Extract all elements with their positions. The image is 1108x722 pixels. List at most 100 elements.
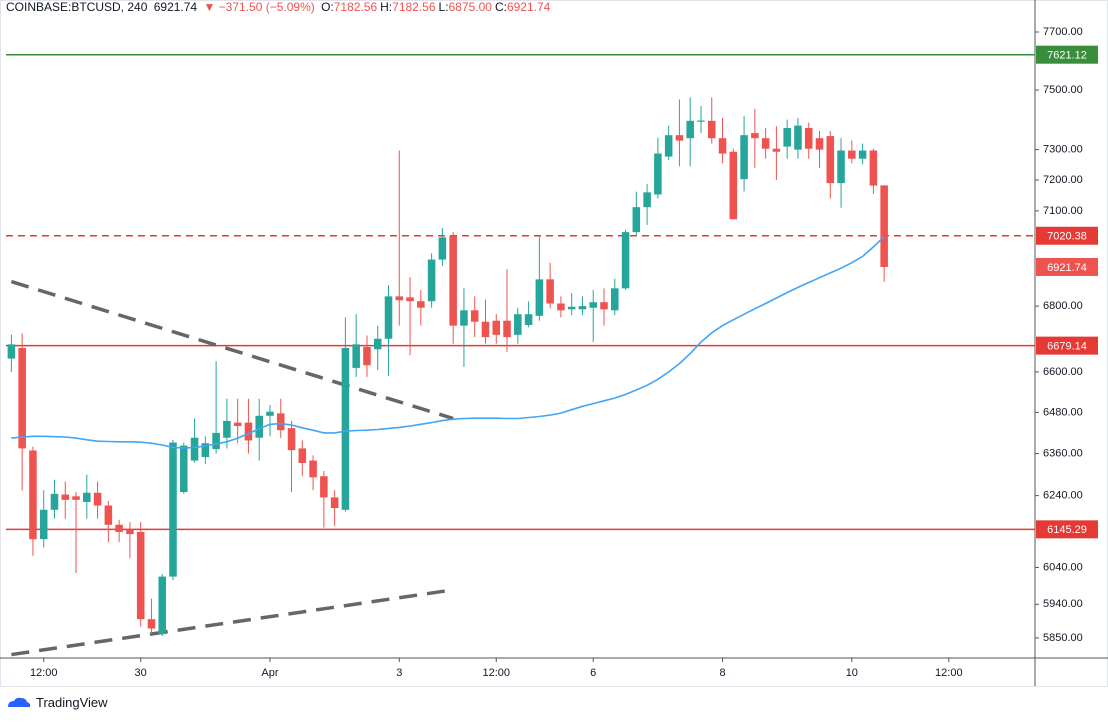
candle-body — [654, 153, 662, 195]
y-tick-label: 7100.00 — [1043, 205, 1083, 217]
candle-body — [524, 314, 533, 325]
candle-body — [373, 338, 382, 350]
candle-body — [438, 237, 447, 260]
candle-body — [158, 576, 167, 635]
x-tick-label: 12:00 — [482, 667, 510, 679]
y-tick-label: 7200.00 — [1043, 174, 1083, 186]
candle-body — [632, 207, 641, 233]
ohlc: O:7182.56 H:7182.56 L:6875.00 C:6921.74 — [321, 0, 553, 14]
candle-body — [826, 136, 835, 184]
x-tick-label: 8 — [719, 667, 725, 679]
candle-body — [352, 344, 360, 368]
candle-body — [869, 150, 878, 186]
y-tick-label: 6040.00 — [1043, 561, 1083, 573]
candle-body — [751, 133, 759, 139]
candle-body — [783, 127, 791, 147]
ohlc-label: C: — [494, 0, 507, 14]
candle-body — [50, 493, 59, 510]
x-tick-label: 30 — [135, 667, 147, 679]
candle-body — [880, 185, 888, 267]
candle-body — [460, 310, 468, 326]
candle-body — [804, 127, 813, 149]
candle-body — [341, 347, 350, 510]
ohlc-label: H: — [380, 0, 393, 14]
candle-body — [39, 509, 48, 540]
x-tick-label: 12:00 — [30, 667, 58, 679]
header: COINBASE:BTCUSD, 240 6921.74 ▼ −371.50 (… — [6, 0, 556, 14]
price-label: 6145.29 — [1047, 524, 1087, 536]
x-tick-label: Apr — [261, 667, 278, 679]
trendline — [10, 279, 454, 421]
candle-body — [223, 420, 231, 438]
candle-body — [320, 476, 328, 498]
candle-body — [794, 125, 802, 150]
last-price: 6921.74 — [153, 0, 198, 14]
candle-body — [384, 296, 393, 339]
candle-body — [18, 347, 26, 449]
price-label: 6679.14 — [1047, 341, 1087, 353]
y-tick-label: 6480.00 — [1043, 406, 1083, 418]
candle-body — [600, 302, 608, 310]
candle-body — [136, 531, 145, 620]
price-label-box — [1036, 336, 1098, 355]
ohlc-label: L: — [438, 0, 449, 14]
y-tick-label: 6800.00 — [1043, 300, 1083, 312]
price-label: 6921.74 — [1047, 262, 1087, 274]
candle-body — [546, 279, 554, 304]
candle-body — [255, 415, 263, 438]
candle-body — [578, 306, 587, 310]
candle-body — [180, 445, 188, 493]
candle-body — [815, 138, 824, 150]
y-tick-label: 6240.00 — [1043, 490, 1083, 502]
price-label-box — [1036, 45, 1098, 64]
candle-body — [837, 150, 845, 184]
candle-body — [115, 524, 123, 532]
candle-body — [686, 120, 694, 139]
candle-body — [675, 135, 684, 141]
candle-body — [740, 135, 748, 180]
candle-body — [718, 138, 727, 154]
x-tick-label: 10 — [846, 667, 858, 679]
candle-body — [190, 437, 199, 461]
candle-body — [535, 279, 544, 316]
frame — [0, 0, 1108, 687]
candle-body — [266, 411, 274, 416]
x-tick-label: 3 — [396, 667, 402, 679]
candle-body — [417, 301, 425, 308]
candle-body — [449, 235, 457, 326]
candle-body — [276, 413, 285, 431]
candle-body — [309, 460, 317, 478]
candle-body — [611, 288, 619, 311]
ohlc-value: 7182.56 — [392, 0, 436, 14]
candle-body — [72, 496, 80, 500]
trendline — [11, 588, 454, 657]
x-tick-label: 6 — [590, 667, 596, 679]
candle-body — [761, 138, 770, 149]
candle-body — [567, 306, 576, 310]
candle-body — [61, 494, 70, 500]
candle-body — [589, 302, 598, 308]
candle-body — [29, 450, 37, 540]
candle-body — [147, 619, 156, 629]
y-tick-label: 7500.00 — [1043, 84, 1083, 96]
candle-body — [233, 422, 242, 427]
candle-body — [287, 428, 296, 451]
price-label: 7020.38 — [1047, 231, 1087, 243]
candle-body — [848, 150, 856, 159]
candle-body — [83, 492, 91, 502]
candle-body — [93, 492, 102, 506]
candle-body — [470, 310, 479, 322]
price-label-box — [1036, 520, 1098, 539]
ohlc-label: O: — [321, 0, 334, 14]
price-label-box — [1036, 257, 1098, 276]
candle-body — [330, 497, 339, 509]
candle-body — [729, 151, 738, 220]
y-tick-label: 5850.00 — [1043, 632, 1083, 644]
candle-body — [427, 259, 436, 302]
candle-body — [514, 314, 522, 335]
candle-body — [492, 320, 501, 335]
x-tick-label: 12:00 — [935, 667, 963, 679]
brand: TradingView — [36, 695, 108, 710]
